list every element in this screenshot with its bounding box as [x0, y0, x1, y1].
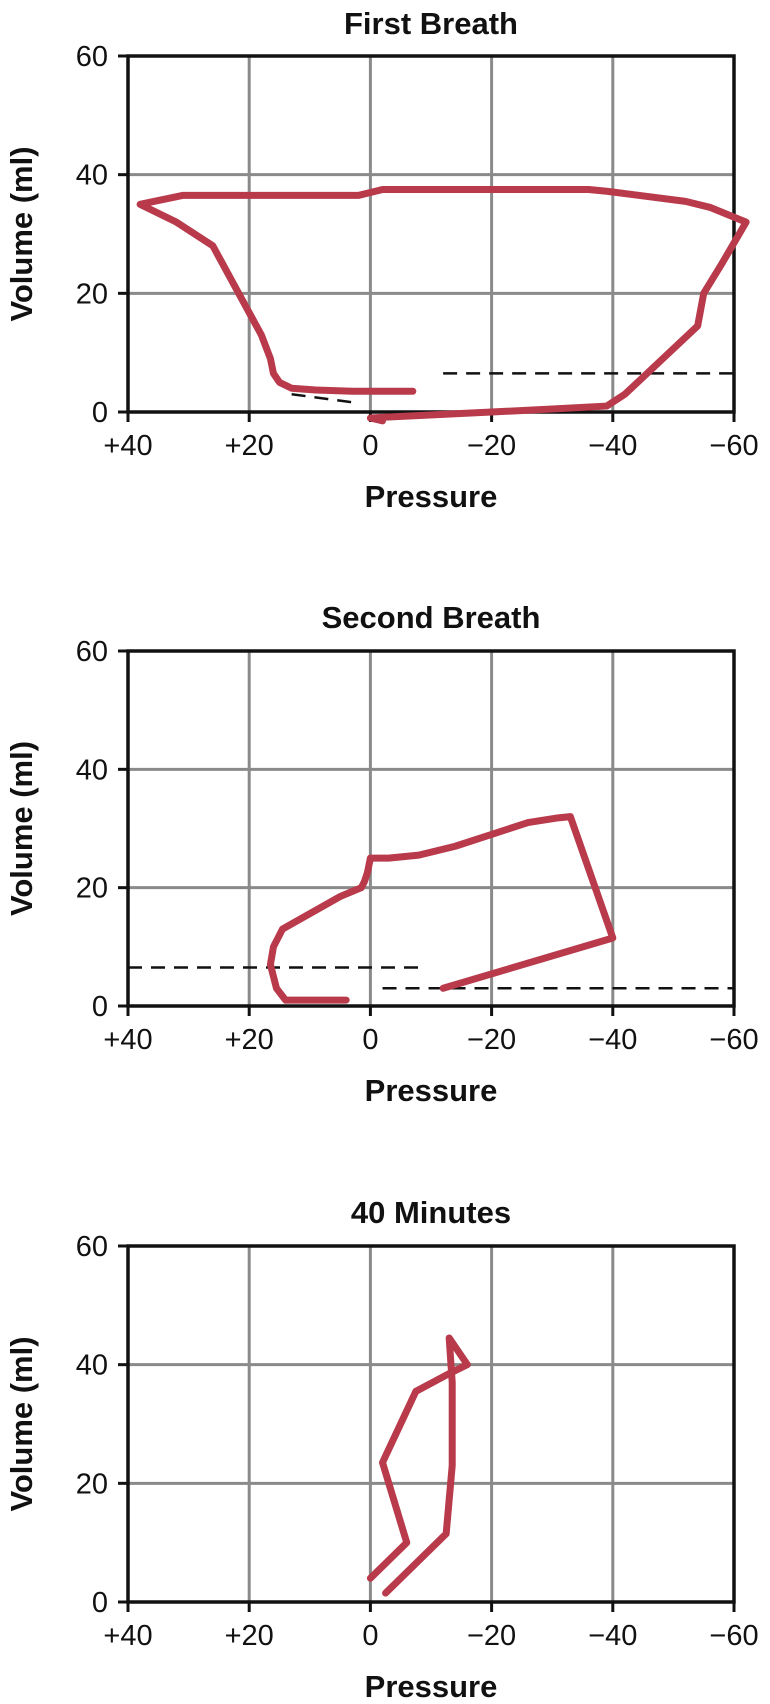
chart1-y-tick-label-1: 20: [76, 873, 108, 905]
chart2-title: 40 Minutes: [351, 1195, 511, 1230]
chart0-x-tick-label-2: 0: [362, 430, 378, 462]
chart0-y-tick-label-2: 40: [76, 160, 108, 192]
chart1-y-axis-label: Volume (ml): [4, 741, 39, 916]
chart2-y-tick-label-2: 40: [76, 1350, 108, 1382]
chart0-y-axis-label: Volume (ml): [4, 146, 39, 321]
chart1-x-tick-label-1: +20: [225, 1024, 274, 1056]
chart2-y-tick-label-0: 0: [92, 1587, 108, 1619]
chart1-y-tick-label-0: 0: [92, 991, 108, 1023]
chart0-y-tick-label-3: 60: [76, 41, 108, 73]
chart2-x-tick-label-5: −60: [709, 1620, 758, 1652]
chart0-x-tick-label-3: −20: [467, 430, 516, 462]
chart0-pressure-volume-curve-0: [136, 186, 750, 425]
chart1-x-axis-label: Pressure: [365, 1073, 498, 1108]
chart2-y-axis-label: Volume (ml): [4, 1336, 39, 1511]
chart0-y-tick-label-0: 0: [92, 397, 108, 429]
chart0-dashed-reference-line-1: [291, 392, 359, 405]
chart0-x-axis-label: Pressure: [365, 479, 498, 514]
chart0-plot-frame: [126, 54, 736, 414]
chart0-x-tick-label-0: +40: [103, 430, 152, 462]
chart1-x-tick-label-3: −20: [467, 1024, 516, 1056]
chart1-pressure-volume-curve-0: [266, 813, 617, 1004]
chart0-title: First Breath: [344, 6, 518, 41]
chart0-x-tick-label-4: −40: [588, 430, 637, 462]
chart2-x-axis-label: Pressure: [365, 1669, 498, 1704]
chart1-x-tick-label-5: −60: [709, 1024, 758, 1056]
chart1-y-tick-label-2: 40: [76, 754, 108, 786]
chart2-y-tick-label-1: 20: [76, 1468, 108, 1500]
chart-second-breath: Second Breath +40 +20 0 −20 −40 −60 0 20 40 60 Pres…: [4, 600, 759, 1108]
chart0-x-tick-label-5: −60: [709, 430, 758, 462]
chart0-y-tick-label-1: 20: [76, 278, 108, 310]
chart1-x-tick-label-0: +40: [103, 1024, 152, 1056]
chart1-x-tick-label-2: 0: [362, 1024, 378, 1056]
chart2-pressure-volume-curve-0: [366, 1334, 471, 1597]
chart0-x-tick-label-1: +20: [225, 430, 274, 462]
chart-40-minutes: 40 Minutes +40 +20 0 −20 −40 −60 0 20 40 60 Pressur…: [4, 1195, 759, 1704]
chart1-y-tick-label-3: 60: [76, 636, 108, 668]
chart2-x-tick-label-1: +20: [225, 1620, 274, 1652]
chart1-title: Second Breath: [322, 600, 541, 635]
chart1-plot-frame: [126, 649, 736, 1008]
chart2-y-tick-label-3: 60: [76, 1231, 108, 1263]
chart1-x-tick-label-4: −40: [588, 1024, 637, 1056]
chart2-plot-frame: [126, 1244, 736, 1604]
chart2-x-tick-label-2: 0: [362, 1620, 378, 1652]
chart2-x-tick-label-4: −40: [588, 1620, 637, 1652]
chart-first-breath: First Breath +40 +20 0 −20 −40 −60 0 20 40 60 Press…: [4, 6, 759, 514]
chart2-x-tick-label-3: −20: [467, 1620, 516, 1652]
chart2-x-tick-label-0: +40: [103, 1620, 152, 1652]
